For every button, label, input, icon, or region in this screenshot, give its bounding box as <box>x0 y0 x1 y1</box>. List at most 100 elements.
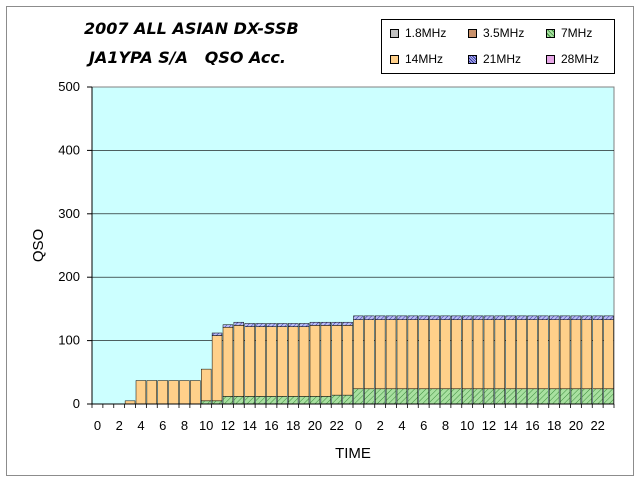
bar-segment <box>418 388 429 405</box>
bar-segment <box>570 315 582 320</box>
legend-swatch <box>468 54 477 64</box>
bar-segment <box>418 319 429 390</box>
bar-segment <box>418 315 429 320</box>
bar-segment <box>309 325 321 397</box>
bar-segment <box>320 325 331 397</box>
bar-segment <box>570 319 582 390</box>
x-tick-label: 12 <box>482 418 496 433</box>
x-tick-label: 22 <box>329 418 343 433</box>
bar-segment <box>277 326 288 397</box>
bar-segment <box>233 396 244 405</box>
bar-segment <box>277 396 288 405</box>
bar-segment <box>244 326 255 397</box>
bar-segment <box>298 326 310 397</box>
bar-segment <box>527 388 538 405</box>
bar-segment <box>559 315 571 320</box>
bar-segment <box>451 319 462 390</box>
legend-label: 7MHz <box>561 26 593 40</box>
bar-segment <box>201 368 212 402</box>
legend-swatch <box>546 54 555 64</box>
y-tick-label: 0 <box>73 396 80 411</box>
bar-segment <box>288 326 299 397</box>
legend-label: 14MHz <box>405 52 444 66</box>
x-tick-label: 4 <box>137 418 144 433</box>
bar-segment <box>364 319 375 390</box>
bar-segment <box>255 323 266 327</box>
bar-segment <box>385 315 397 320</box>
x-tick-label: 14 <box>503 418 517 433</box>
bar-segment <box>494 315 505 320</box>
bar-segment <box>266 396 277 405</box>
bar-segment <box>385 319 397 390</box>
x-tick-label: 8 <box>442 418 449 433</box>
x-tick-label: 18 <box>547 418 561 433</box>
bar-segment <box>440 319 451 390</box>
bar-segment <box>581 319 592 390</box>
x-tick-label: 20 <box>308 418 322 433</box>
bar-segment <box>331 394 342 405</box>
chart-legend: 1.8MHz 3.5MHz 7MHz 14MHz 21MHz 28MHz <box>381 19 615 74</box>
x-axis-label: TIME <box>335 445 371 462</box>
bar-segment <box>559 319 571 390</box>
bar-segment <box>549 319 560 390</box>
bar-segment <box>385 388 397 405</box>
bar-segment <box>135 380 147 405</box>
bar-segment <box>603 388 614 405</box>
bar-segment <box>255 326 266 397</box>
bar-segment <box>211 335 223 402</box>
bar-segment <box>592 388 603 405</box>
x-tick-label: 12 <box>221 418 235 433</box>
bar-segment <box>527 319 538 390</box>
legend-item-7mhz: 7MHz <box>546 26 592 40</box>
bar-segment <box>407 315 418 320</box>
y-axis-label: QSO <box>30 229 47 262</box>
x-tick-label: 14 <box>242 418 256 433</box>
bar-segment <box>505 315 516 320</box>
plot-area <box>91 86 615 405</box>
bar-segment <box>603 319 614 390</box>
x-tick-label: 2 <box>377 418 384 433</box>
bar-segment <box>429 319 440 390</box>
x-tick-label: 16 <box>264 418 278 433</box>
bar-segment <box>440 315 451 320</box>
bar-segment <box>396 315 408 320</box>
x-tick-label: 20 <box>569 418 583 433</box>
legend-item-14mhz: 14MHz <box>390 52 443 66</box>
bar-segment <box>309 396 321 405</box>
bar-segment <box>255 396 266 405</box>
bar-segment <box>581 388 592 405</box>
bar-segment <box>157 380 168 405</box>
bar-segment <box>364 315 375 320</box>
bar-segment <box>266 323 277 327</box>
bar-segment <box>559 388 571 405</box>
bar-segment <box>342 325 353 396</box>
legend-item-28mhz: 28MHz <box>546 52 599 66</box>
legend-label: 21MHz <box>483 52 522 66</box>
bar-segment <box>244 323 255 327</box>
bar-segment <box>222 396 234 405</box>
bar-segment <box>472 315 484 320</box>
legend-item-21mhz: 21MHz <box>468 52 521 66</box>
legend-item-3-5mhz: 3.5MHz <box>468 26 524 40</box>
bar-segment <box>440 388 451 405</box>
bar-segment <box>483 315 495 320</box>
x-tick-label: 10 <box>460 418 474 433</box>
bar-segment <box>407 388 418 405</box>
bar-segment <box>570 388 582 405</box>
bar-segment <box>288 396 299 405</box>
bar-segment <box>233 325 244 397</box>
y-tick-label: 400 <box>58 142 80 157</box>
bar-segment <box>342 394 353 405</box>
bar-segment <box>222 327 234 397</box>
bar-segment <box>592 315 603 320</box>
bar-segment <box>505 319 516 390</box>
bar-segment <box>538 388 549 405</box>
bar-segment <box>472 388 484 405</box>
bar-segment <box>309 321 321 326</box>
legend-swatch <box>546 28 555 38</box>
x-tick-label: 18 <box>286 418 300 433</box>
bar-segment <box>168 380 179 405</box>
x-tick-label: 10 <box>199 418 213 433</box>
bar-segment <box>516 319 527 390</box>
bar-segment <box>353 388 364 405</box>
